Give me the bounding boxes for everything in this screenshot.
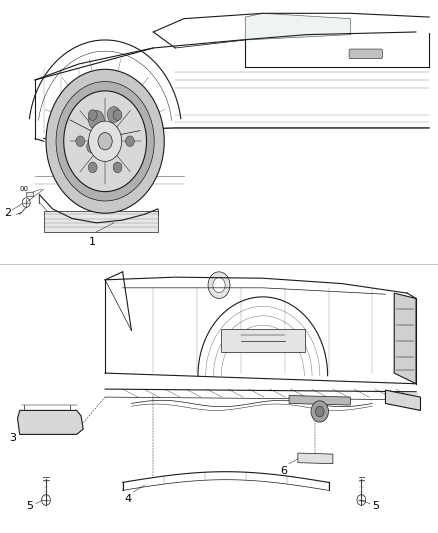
Circle shape bbox=[22, 198, 30, 207]
Text: 00: 00 bbox=[20, 186, 28, 192]
Circle shape bbox=[213, 278, 225, 293]
Text: 3: 3 bbox=[9, 433, 16, 443]
Polygon shape bbox=[245, 13, 350, 40]
Text: 5: 5 bbox=[26, 502, 33, 511]
Polygon shape bbox=[298, 453, 333, 464]
Circle shape bbox=[88, 110, 97, 120]
Circle shape bbox=[98, 133, 112, 150]
Text: 1: 1 bbox=[88, 237, 95, 247]
Circle shape bbox=[88, 110, 104, 130]
Polygon shape bbox=[394, 293, 416, 384]
Circle shape bbox=[88, 162, 97, 173]
Circle shape bbox=[76, 136, 85, 147]
Circle shape bbox=[56, 82, 154, 201]
Circle shape bbox=[126, 136, 134, 147]
Text: 4: 4 bbox=[125, 494, 132, 504]
Circle shape bbox=[208, 272, 230, 298]
Bar bbox=[26, 192, 33, 196]
Circle shape bbox=[88, 121, 122, 161]
Bar bbox=[221, 329, 305, 352]
Circle shape bbox=[87, 140, 97, 153]
FancyBboxPatch shape bbox=[349, 49, 382, 59]
Circle shape bbox=[64, 91, 146, 191]
Circle shape bbox=[107, 107, 120, 123]
Circle shape bbox=[42, 495, 50, 505]
Circle shape bbox=[113, 110, 122, 120]
Circle shape bbox=[315, 406, 324, 417]
Circle shape bbox=[311, 401, 328, 422]
Circle shape bbox=[357, 495, 366, 505]
Circle shape bbox=[113, 162, 122, 173]
Polygon shape bbox=[44, 211, 158, 232]
Text: 5: 5 bbox=[372, 502, 379, 511]
Polygon shape bbox=[385, 390, 420, 410]
Circle shape bbox=[46, 69, 164, 213]
Polygon shape bbox=[289, 395, 350, 405]
Text: 2: 2 bbox=[4, 208, 11, 218]
Polygon shape bbox=[18, 410, 83, 434]
Text: 6: 6 bbox=[280, 466, 287, 476]
